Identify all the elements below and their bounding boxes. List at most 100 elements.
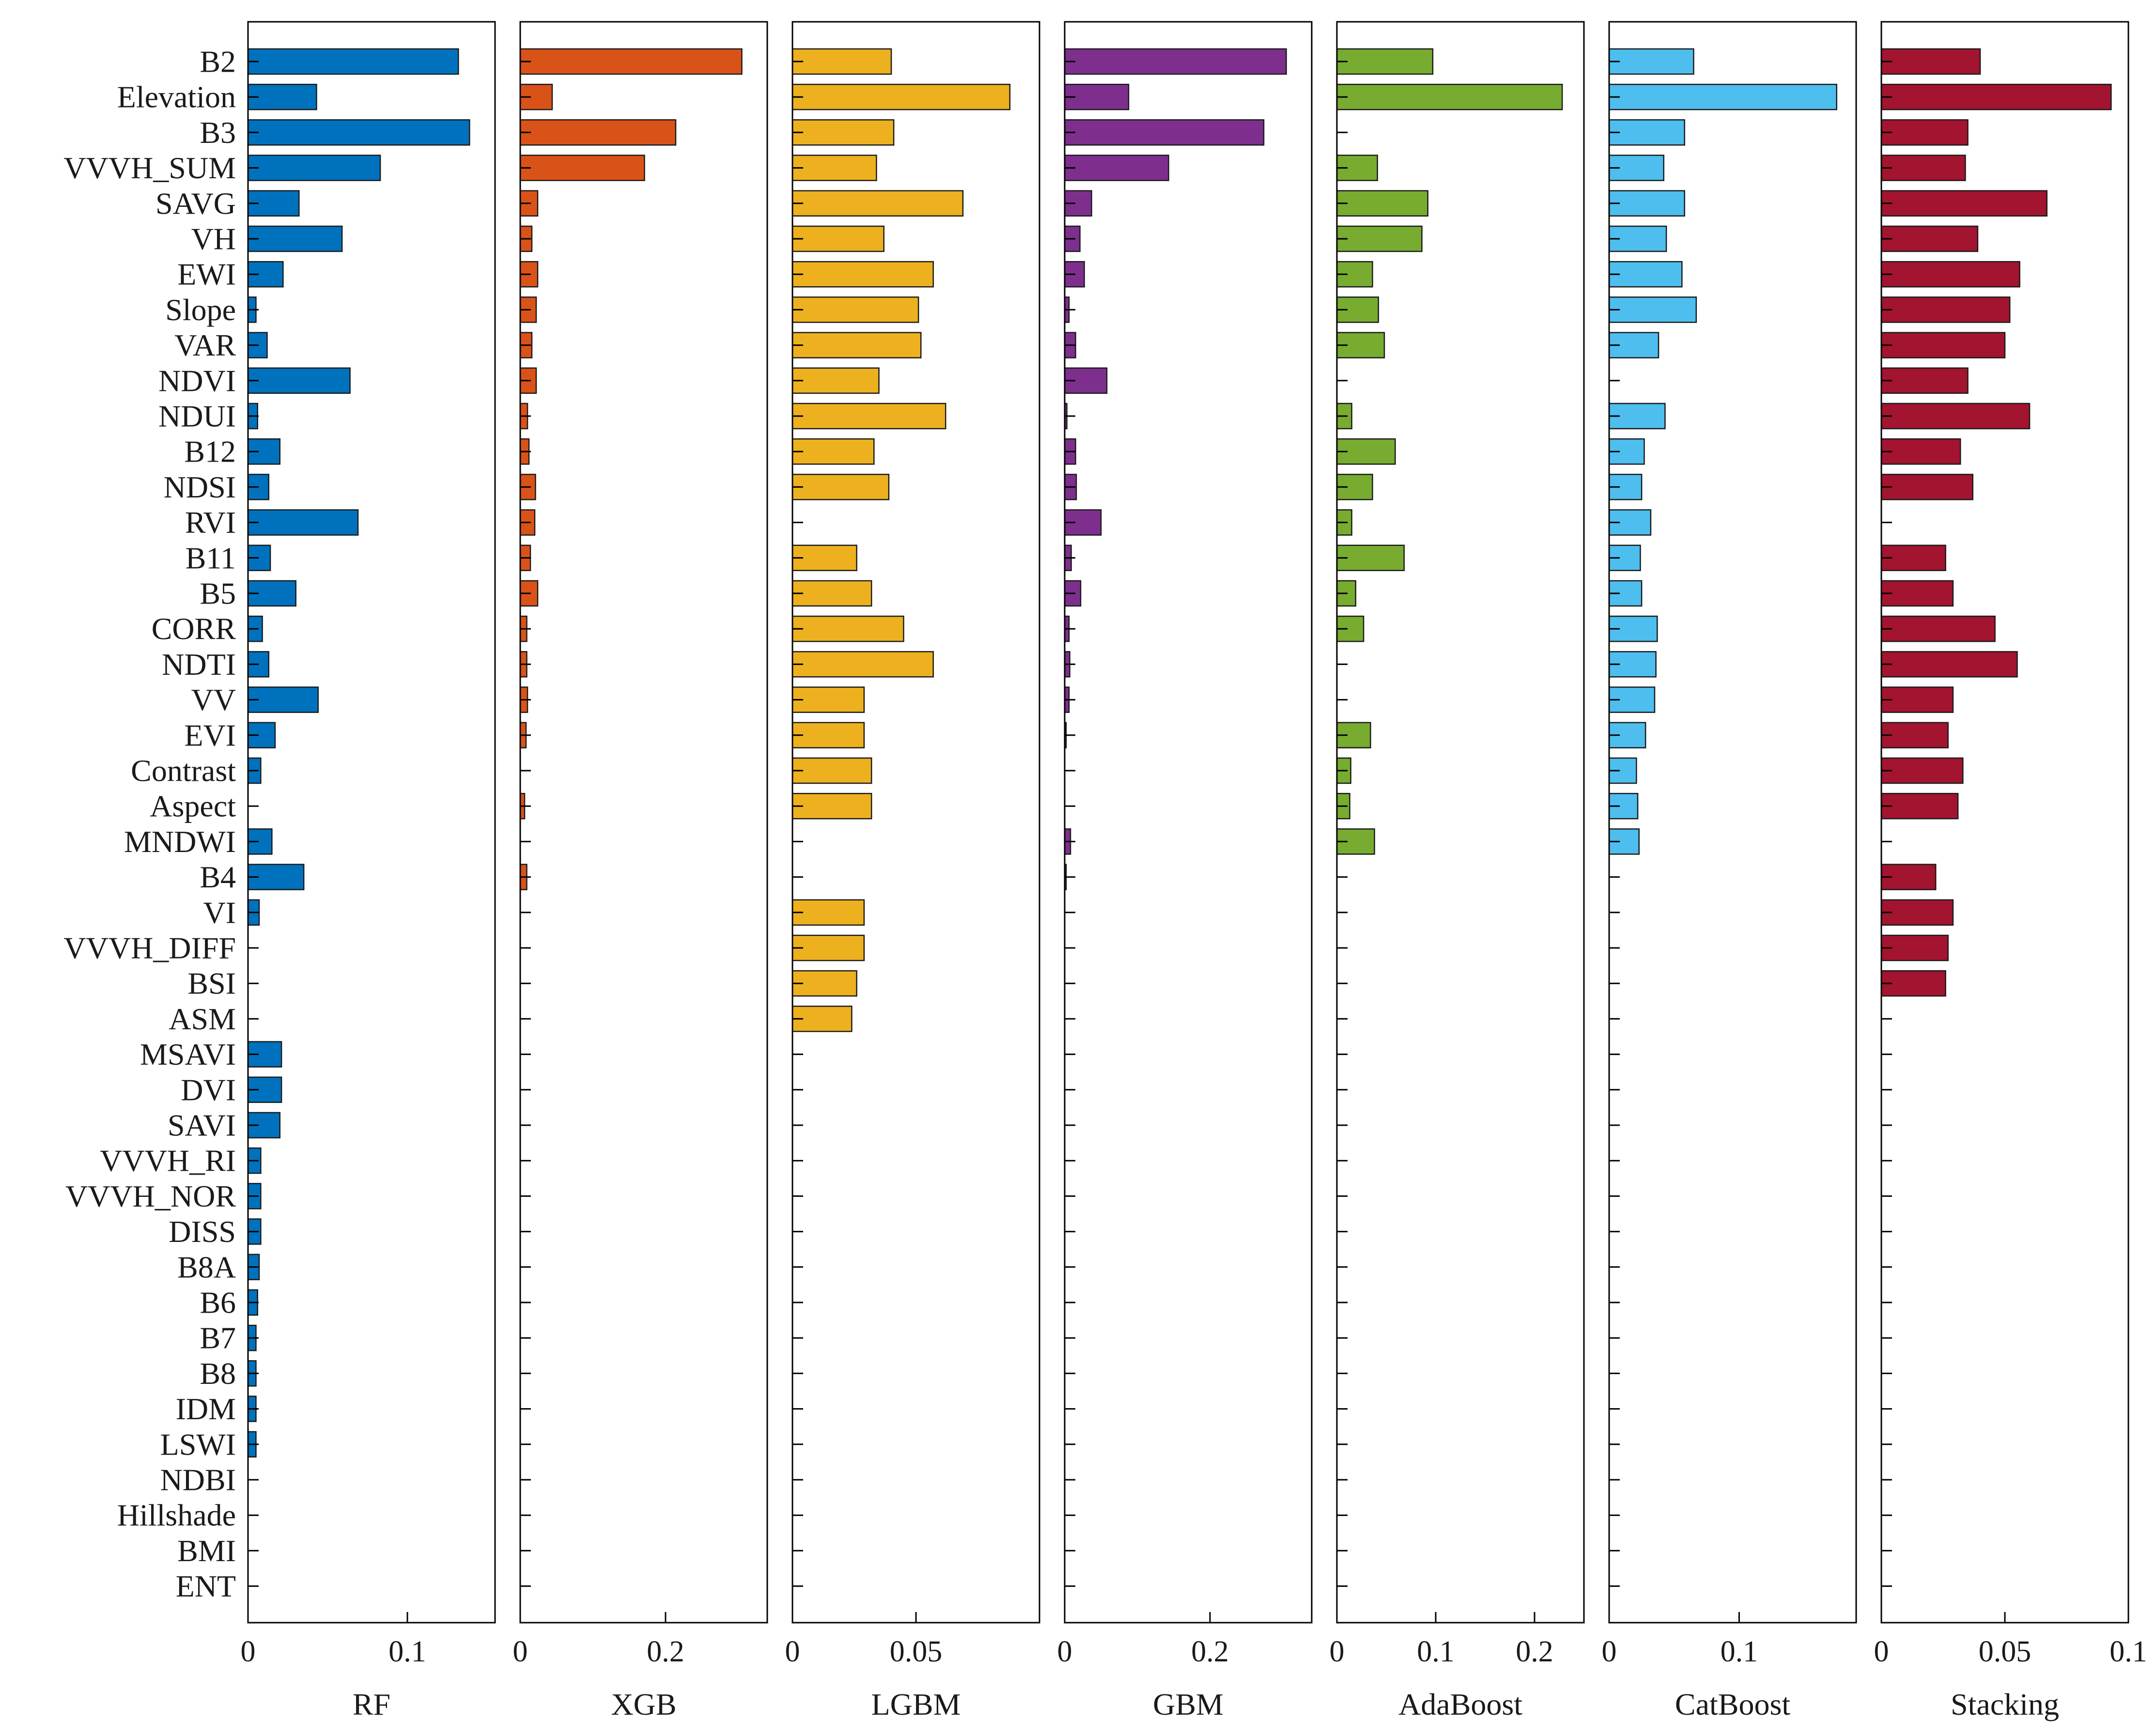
bar: [247, 48, 459, 75]
bar: [1336, 83, 1563, 110]
bar: [791, 651, 934, 678]
panel-xgb: 0 0.2 XGB: [513, 21, 768, 1721]
bar: [1608, 119, 1685, 146]
model-name-label: AdaBoost: [1398, 1687, 1522, 1721]
bar: [519, 48, 743, 75]
x-tick-label: 0.2: [1516, 1635, 1553, 1668]
bar: [1880, 580, 1954, 607]
bar: [1880, 615, 1996, 642]
x-tick-label: 0.1: [2109, 1635, 2147, 1668]
bar: [1880, 438, 1961, 465]
category-label: B2: [200, 45, 236, 79]
panel-frame: [1064, 21, 1313, 1624]
bar: [1608, 48, 1694, 75]
category-label: Hillshade: [117, 1498, 236, 1533]
category-label: BSI: [187, 966, 236, 1001]
bar: [1880, 296, 2011, 323]
panel-catboost: 0 0.1 CatBoost: [1602, 21, 1857, 1721]
bar: [1880, 190, 2047, 217]
category-label: VVVH_SUM: [63, 151, 236, 185]
category-label: DISS: [169, 1214, 236, 1249]
category-label: Aspect: [150, 789, 236, 823]
bar: [791, 438, 875, 465]
category-label: NDTI: [162, 647, 236, 682]
x-tick-label: 0: [785, 1635, 800, 1668]
category-label: BMI: [177, 1534, 236, 1568]
bar: [791, 403, 946, 430]
category-label: VV: [191, 682, 236, 717]
bar: [1064, 48, 1287, 75]
bar: [519, 119, 677, 146]
category-label: EWI: [177, 257, 236, 292]
x-tick-label: 0.05: [890, 1635, 943, 1668]
bar: [247, 367, 351, 394]
category-label: B7: [200, 1321, 236, 1355]
category-label: B12: [184, 434, 236, 469]
model-name-label: CatBoost: [1675, 1687, 1790, 1721]
bar: [1336, 190, 1428, 217]
bar: [1880, 899, 1954, 926]
bar: [1880, 686, 1954, 713]
bar: [1064, 119, 1265, 146]
bar: [791, 155, 877, 181]
bar: [1880, 970, 1946, 997]
category-label: SAVG: [155, 186, 236, 220]
bar: [1608, 83, 1837, 110]
bar: [1880, 722, 1949, 749]
bar: [247, 119, 470, 146]
bar: [791, 792, 872, 820]
x-tick-label: 0: [241, 1635, 256, 1668]
panel-frame: [247, 21, 496, 1624]
category-label: B4: [200, 860, 236, 894]
bar: [791, 474, 890, 500]
category-labels: B2ElevationB3VVVH_SUMSAVGVHEWISlopeVARND…: [63, 45, 236, 1604]
category-label: Elevation: [117, 80, 236, 114]
x-tick-label: 0.1: [1721, 1635, 1758, 1668]
bar: [1336, 544, 1405, 572]
category-label: NDVI: [158, 363, 236, 398]
category-label: RVI: [185, 505, 236, 540]
bar: [1880, 155, 1966, 181]
category-label: Contrast: [131, 754, 236, 788]
bar: [791, 580, 872, 607]
category-label: VI: [203, 895, 236, 930]
model-name-label: LGBM: [871, 1687, 961, 1721]
bar: [1880, 119, 1969, 146]
bar: [247, 686, 319, 713]
category-label: CORR: [152, 612, 236, 646]
x-tick-label: 0: [1057, 1635, 1072, 1668]
bar: [791, 48, 892, 75]
category-label: VVVH_DIFF: [63, 931, 236, 965]
category-label: SAVI: [168, 1108, 236, 1143]
bar: [1880, 403, 2031, 430]
category-label: B8A: [177, 1250, 236, 1284]
category-label: MSAVI: [140, 1037, 236, 1071]
category-label: VAR: [174, 328, 236, 362]
category-label: DVI: [181, 1072, 236, 1107]
category-label: VVVH_RI: [100, 1144, 236, 1178]
panel-frame: [519, 21, 768, 1624]
x-tick-label: 0: [1602, 1635, 1617, 1668]
bar: [1608, 190, 1685, 217]
category-label: NDBI: [160, 1463, 236, 1497]
model-name-label: XGB: [611, 1687, 676, 1721]
category-label: NDSI: [164, 470, 236, 504]
x-tick-label: 0.2: [1191, 1635, 1229, 1668]
bar: [791, 757, 872, 784]
category-label: ASM: [169, 1002, 236, 1036]
bar: [791, 190, 964, 217]
bar: [791, 899, 865, 926]
category-label: IDM: [176, 1392, 236, 1426]
category-label: B8: [200, 1356, 236, 1391]
category-label: B6: [200, 1286, 236, 1320]
bar: [1064, 155, 1169, 181]
bar: [1880, 225, 1979, 252]
bar: [1880, 367, 1969, 394]
bar: [247, 225, 343, 252]
model-name-label: GBM: [1153, 1687, 1224, 1721]
bar: [1880, 651, 2018, 678]
bar: [1880, 757, 1964, 784]
bar: [791, 261, 934, 288]
bar: [791, 367, 880, 394]
